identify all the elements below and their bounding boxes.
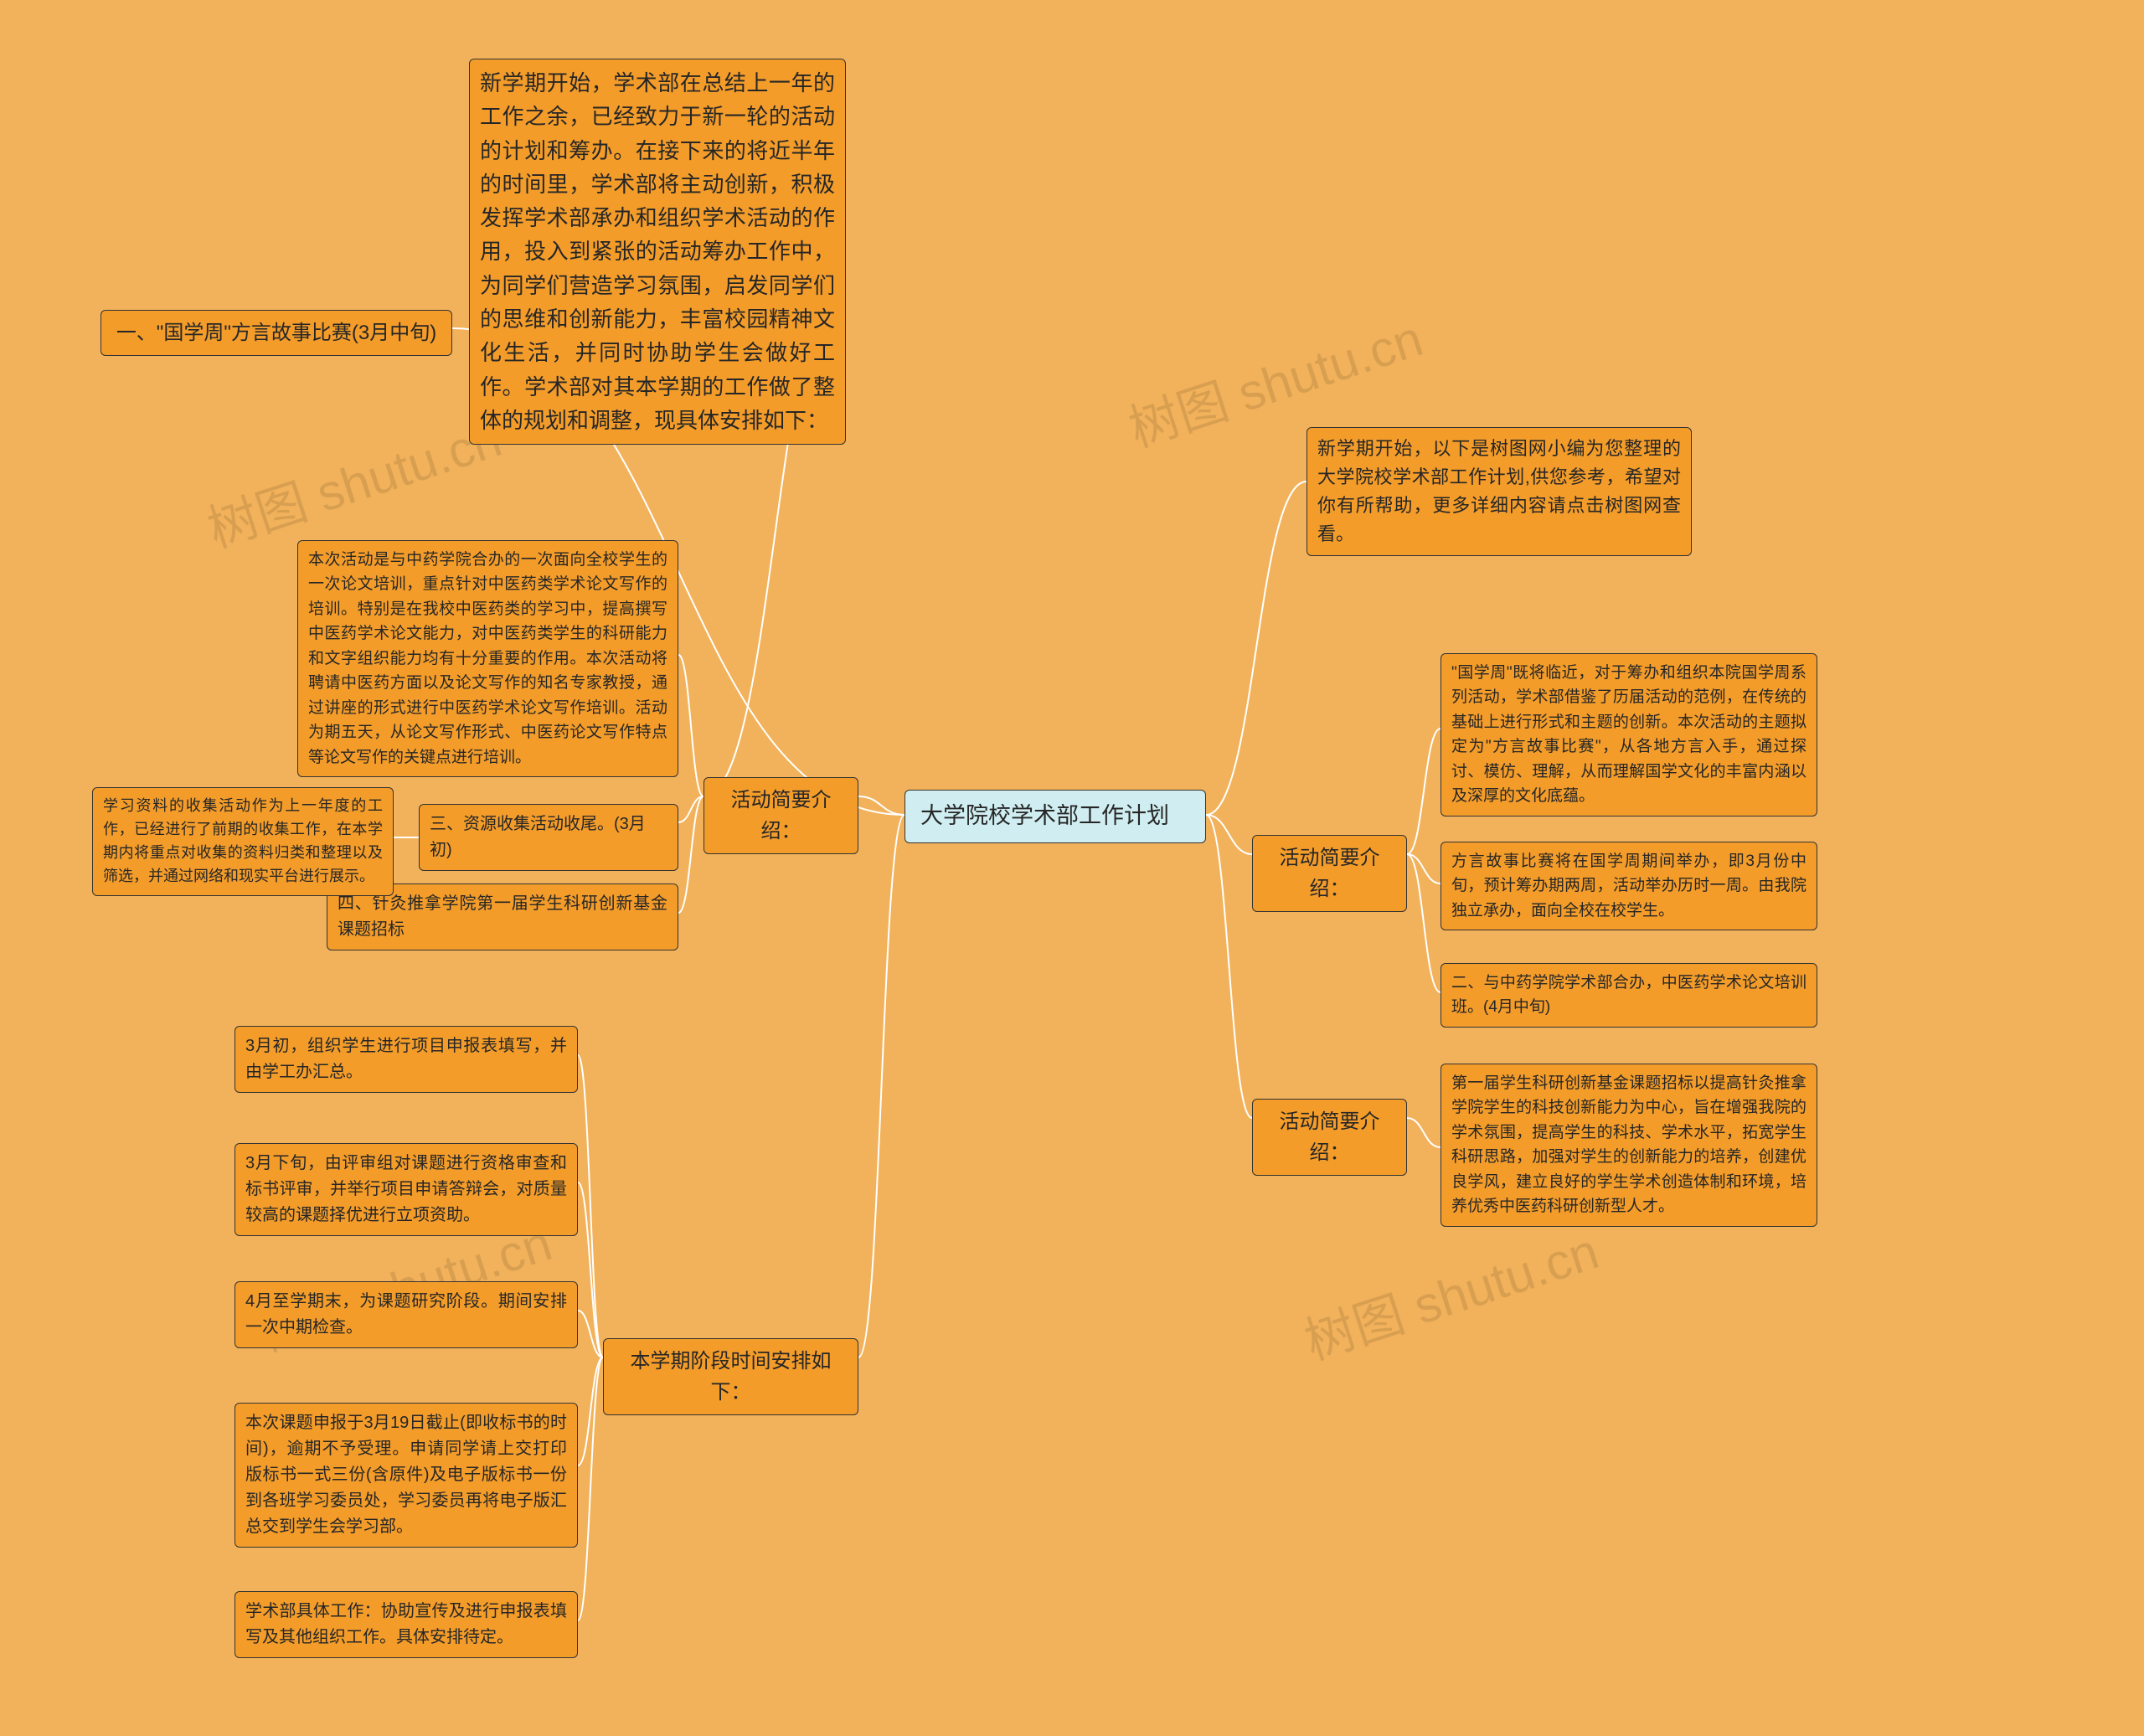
node-lt1[interactable]: 一、"国学周"方言故事比赛(3月中旬): [100, 310, 452, 356]
node-ll6[interactable]: 3月下旬，由评审组对课题进行资格审查和标书评审，并举行项目申请答辩会，对质量较高…: [234, 1143, 578, 1236]
node-ll8[interactable]: 本次课题申报于3月19日截止(即收标书的时间)，逾期不予受理。申请同学请上交打印…: [234, 1403, 578, 1548]
mindmap-stage: 大学院校学术部工作计划树图 shutu.cn树图 shutu.cn树图 shut…: [0, 0, 2144, 1736]
node-rt2[interactable]: 活动简要介绍：: [1252, 1099, 1407, 1176]
node-rl4[interactable]: 第一届学生科研创新基金课题招标以提高针灸推拿学院学生的科技创新能力为中心，旨在增…: [1440, 1064, 1817, 1227]
node-ll5[interactable]: 3月初，组织学生进行项目申报表填写，并由学工办汇总。: [234, 1026, 578, 1093]
node-root[interactable]: 大学院校学术部工作计划: [904, 790, 1206, 843]
node-ll2[interactable]: 本次活动是与中药学院合办的一次面向全校学生的一次论文培训，重点针对中医药类学术论…: [297, 540, 678, 777]
node-ll3[interactable]: 三、资源收集活动收尾。(3月初): [419, 804, 678, 871]
node-rl1[interactable]: "国学周"既将临近，对于筹办和组织本院国学周系列活动，学术部借鉴了历届活动的范例…: [1440, 653, 1817, 816]
node-ll9[interactable]: 学术部具体工作：协助宣传及进行申报表填写及其他组织工作。具体安排待定。: [234, 1591, 578, 1658]
node-ll7[interactable]: 4月至学期末，为课题研究阶段。期间安排一次中期检查。: [234, 1281, 578, 1348]
node-lt3[interactable]: 本学期阶段时间安排如下：: [603, 1338, 858, 1415]
node-rl0[interactable]: 新学期开始，以下是树图网小编为您整理的大学院校学术部工作计划,供您参考，希望对你…: [1306, 427, 1692, 556]
node-ll1[interactable]: 新学期开始，学术部在总结上一年的工作之余，已经致力于新一轮的活动的计划和筹办。在…: [469, 59, 846, 445]
node-lt2[interactable]: 活动简要介绍：: [704, 777, 858, 854]
watermark: 树图 shutu.cn: [1294, 1211, 1606, 1374]
node-rt1[interactable]: 活动简要介绍：: [1252, 835, 1407, 912]
node-rl2[interactable]: 方言故事比赛将在国学周期间举办，即3月份中旬，预计筹办期两周，活动举办历时一周。…: [1440, 842, 1817, 930]
watermark: 树图 shutu.cn: [197, 399, 509, 562]
node-rl3[interactable]: 二、与中药学院学术部合办，中医药学术论文培训班。(4月中旬): [1440, 963, 1817, 1028]
node-ll3a[interactable]: 学习资料的收集活动作为上一年度的工作，已经进行了前期的收集工作，在本学期内将重点…: [92, 787, 394, 896]
